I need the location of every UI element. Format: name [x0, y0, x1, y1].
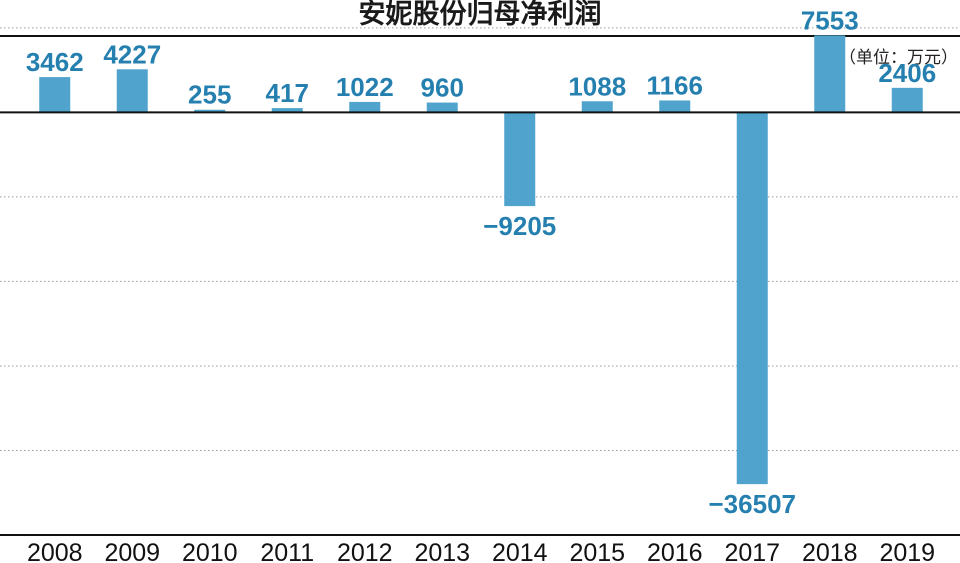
bar-2012: [349, 101, 381, 113]
data-label-2015: 1088: [568, 71, 626, 101]
x-tick-2008: 2008: [27, 539, 83, 563]
unit-label: （单位：万元）: [839, 48, 958, 68]
data-label-2008: 3462: [26, 47, 84, 77]
chart-title: 安妮股份归母净利润: [359, 0, 602, 30]
x-tick-labels: 2008 2009 2010 2011 2012 2013 2014 2015 2016 2017…: [27, 539, 935, 563]
data-label-2019: 2406: [878, 58, 936, 88]
data-label-2010: 255: [188, 80, 231, 110]
bar-2009: [116, 69, 148, 113]
x-tick-2011: 2011: [260, 539, 314, 563]
bar-2013: [426, 102, 458, 113]
bar-2014: [504, 112, 536, 207]
bar-2018: [814, 35, 846, 113]
bar-2010: [194, 109, 226, 113]
data-label-2011: 417: [266, 78, 309, 108]
x-tick-2018: 2018: [802, 539, 858, 563]
data-label-2012: 1022: [336, 72, 394, 102]
x-tick-2016: 2016: [647, 539, 703, 563]
data-labels: 3462 4227 255 417 1022 960 −9205 1088 1166 −36507…: [26, 5, 936, 519]
bar-2019: [891, 87, 923, 113]
data-label-2009: 4227: [103, 39, 161, 69]
x-tick-2010: 2010: [182, 539, 238, 563]
x-tick-2014: 2014: [492, 539, 548, 563]
x-tick-2013: 2013: [414, 539, 470, 563]
gridlines: [0, 27, 960, 451]
bar-2016: [659, 100, 691, 113]
data-label-2014: −9205: [483, 211, 556, 241]
x-tick-2012: 2012: [337, 539, 393, 563]
bar-2011: [271, 108, 303, 113]
x-tick-2015: 2015: [569, 539, 625, 563]
bars: [39, 35, 923, 485]
x-tick-2019: 2019: [879, 539, 935, 563]
data-label-2018: 7553: [801, 5, 859, 35]
bar-2015: [581, 101, 613, 113]
bar-2017: [736, 112, 768, 485]
x-tick-2017: 2017: [724, 539, 780, 563]
bar-2008: [39, 77, 71, 113]
data-label-2016: 1166: [647, 70, 703, 100]
x-tick-2009: 2009: [104, 539, 160, 563]
data-label-2017: −36507: [709, 489, 796, 519]
data-label-2013: 960: [421, 73, 464, 103]
